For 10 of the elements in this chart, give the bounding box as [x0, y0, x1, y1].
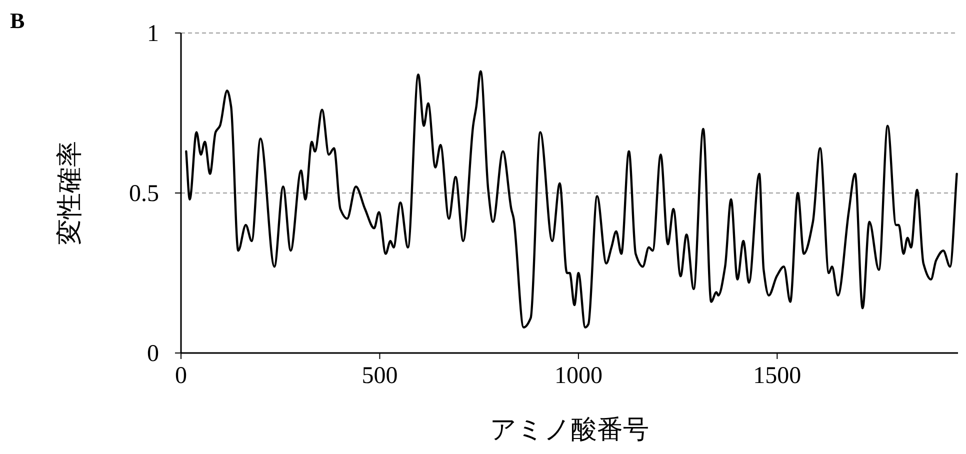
- ylabel: 変性確率: [55, 141, 84, 245]
- xtick: 500: [362, 363, 398, 389]
- annotation: B: [10, 8, 25, 33]
- ytick: 1: [147, 21, 159, 47]
- ytick: 0: [147, 341, 159, 367]
- xtick: 1500: [753, 363, 802, 389]
- xtick: 0: [175, 363, 187, 389]
- xlabel: アミノ酸番号: [490, 415, 649, 444]
- ytick: 0.5: [129, 181, 159, 207]
- xtick: 1000: [554, 363, 602, 389]
